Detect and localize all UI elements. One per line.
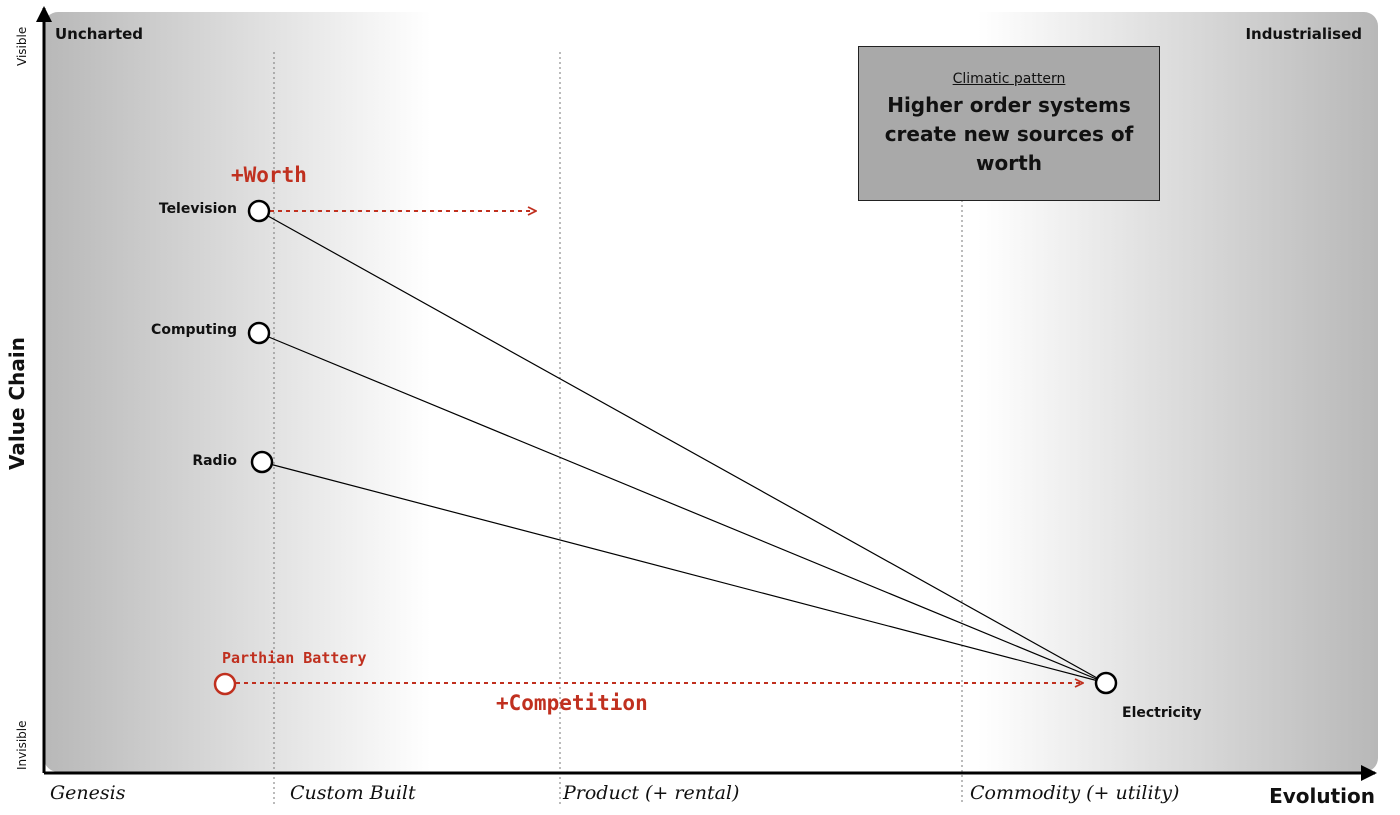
parthian-battery-label: Parthian Battery: [222, 649, 367, 667]
uncharted-label: Uncharted: [55, 25, 143, 43]
worth-annotation: +Worth: [231, 163, 307, 187]
television-node[interactable]: [247, 199, 271, 223]
visible-label: Visible: [15, 27, 29, 66]
computing-node[interactable]: [247, 321, 271, 345]
stage-product: Product (+ rental): [562, 782, 739, 804]
link-radio-electricity: [261, 461, 1107, 684]
invisible-label: Invisible: [15, 721, 29, 771]
stage-custom-built: Custom Built: [290, 782, 416, 804]
map-background: [44, 12, 1378, 772]
radio-node[interactable]: [250, 450, 274, 474]
competition-annotation: +Competition: [496, 691, 648, 715]
television-label: Television: [159, 201, 237, 217]
note-text: Higher order systems create new sources …: [884, 93, 1134, 175]
link-television-electricity: [258, 210, 1107, 684]
electricity-label: Electricity: [1122, 705, 1201, 721]
climatic-pattern-note: Climatic pattern Higher order systems cr…: [858, 46, 1160, 201]
note-title: Climatic pattern: [952, 71, 1066, 87]
y-axis-title: Value Chain: [5, 337, 29, 470]
electricity-node[interactable]: [1094, 671, 1118, 695]
link-computing-electricity: [258, 332, 1107, 684]
stage-genesis: Genesis: [50, 782, 126, 804]
computing-label: Computing: [151, 322, 237, 338]
stage-commodity: Commodity (+ utility): [970, 782, 1179, 804]
industrialised-label: Industrialised: [1245, 25, 1362, 43]
radio-label: Radio: [192, 453, 237, 469]
x-axis-title: Evolution: [1269, 784, 1375, 808]
parthian-battery-node[interactable]: [213, 672, 237, 696]
